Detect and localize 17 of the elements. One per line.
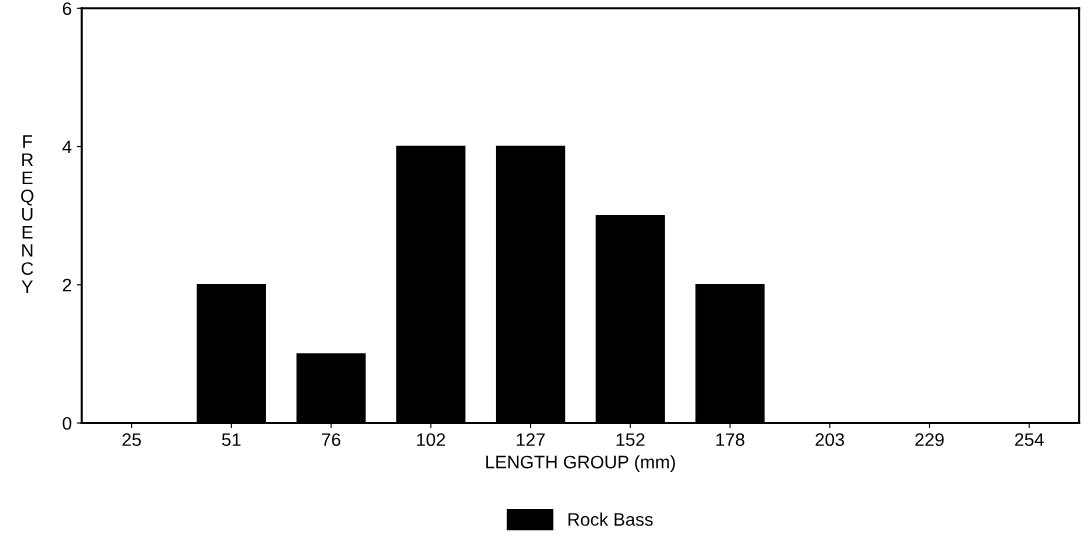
x-tick-label: 178 xyxy=(716,433,745,447)
x-tick-label: 25 xyxy=(122,433,141,447)
x-tick-label: 51 xyxy=(222,433,241,447)
x-tick-label: 203 xyxy=(815,433,845,447)
y-tick-label: 6 xyxy=(62,2,72,16)
y-tick-label: 4 xyxy=(62,140,72,154)
y-tick-label: 0 xyxy=(62,416,72,430)
y-tick-label: 2 xyxy=(62,278,72,292)
x-tick-label: 76 xyxy=(321,433,341,447)
x-tick-label: 127 xyxy=(516,433,545,446)
x-tick-label: 229 xyxy=(915,433,944,447)
x-tick-label: 152 xyxy=(616,433,645,447)
x-tick-label: 102 xyxy=(417,433,445,447)
x-tick-label: 254 xyxy=(1015,433,1044,447)
x-axis-title: LENGTH GROUP (mm) xyxy=(486,455,675,472)
legend-label: Rock Bass xyxy=(568,512,653,526)
text: FREQUENCY xyxy=(21,135,34,293)
